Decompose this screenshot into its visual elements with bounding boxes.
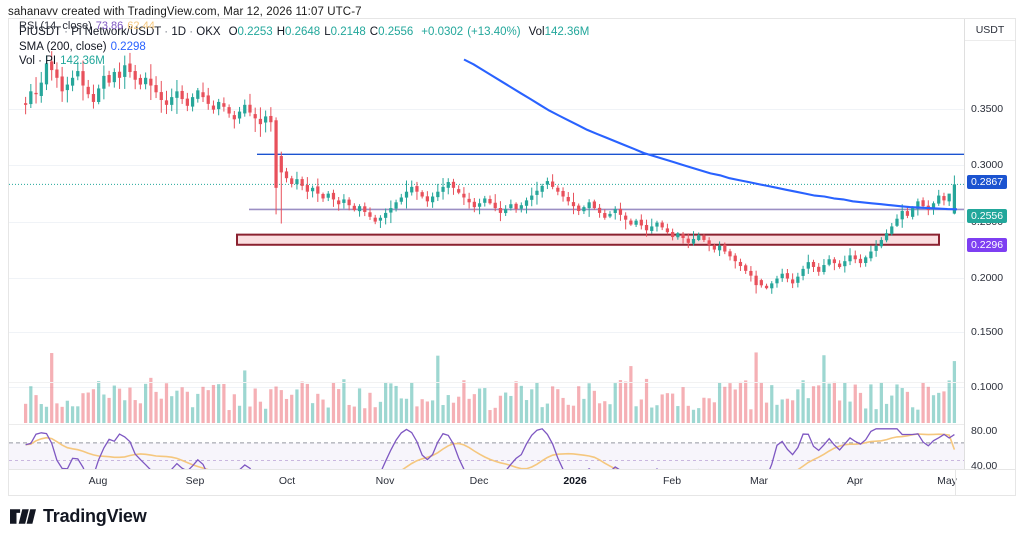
legend-description: Pi Network/USDT: [71, 26, 162, 38]
rsi-legend-label[interactable]: RSI (14, close): [19, 20, 92, 32]
time-tick-label: Feb: [662, 475, 682, 487]
legend-sma-value: 0.2298: [110, 40, 146, 53]
legend-change-pct: (+13.40%): [467, 26, 521, 38]
time-scale[interactable]: Aug Sep Oct Nov Dec 2026 Feb Mar Apr May: [8, 470, 1016, 496]
legend-row-volume: Vol · PI 142.36M: [19, 54, 589, 69]
time-tick-label: Oct: [278, 475, 296, 487]
rsi-tick-label: 80.00: [971, 425, 998, 437]
chart-legend: PIUSDT · Pi Network/USDT · 1D · OKX O0.22…: [19, 25, 589, 69]
legend-symbol[interactable]: PIUSDT: [19, 26, 61, 38]
legend-volume-value: 142.36M: [60, 55, 105, 67]
legend-high-value: 0.2648: [285, 26, 321, 38]
tradingview-logo: TradingView: [10, 506, 147, 527]
legend-interval[interactable]: 1D: [171, 26, 187, 38]
legend-vol-label: Vol: [528, 26, 545, 38]
chart-frame: PIUSDT · Pi Network/USDT · 1D · OKX O0.22…: [8, 18, 1016, 472]
legend-vol-value: 142.36M: [544, 26, 590, 38]
legend-low-label: L: [324, 26, 331, 38]
price-tick-label: 0.1500: [971, 326, 1004, 338]
price-chart-svg: [9, 51, 964, 469]
price-tick-label: 0.3000: [971, 159, 1004, 171]
tradingview-wordmark: TradingView: [43, 506, 147, 526]
tradingview-mark-icon: [10, 509, 36, 524]
price-badge: 0.2296: [967, 238, 1008, 252]
rsi-tick-label: 40.00: [971, 460, 998, 472]
time-tick-label: Aug: [88, 475, 108, 487]
price-plot-area[interactable]: [9, 19, 964, 469]
legend-volume-label[interactable]: Vol · PI: [19, 55, 57, 67]
price-scale[interactable]: USDT 0.35000.30000.25000.20000.15000.100…: [964, 19, 1015, 472]
time-tick-label: Nov: [375, 475, 395, 487]
legend-high-label: H: [276, 26, 286, 38]
price-tick-label: 0.3500: [971, 103, 1004, 115]
legend-exchange: OKX: [196, 26, 221, 38]
legend-close-value: 0.2556: [378, 26, 414, 38]
time-tick-label: Mar: [749, 475, 769, 487]
time-tick-label: Dec: [469, 475, 489, 487]
rsi-legend-value: 73.86: [95, 20, 124, 32]
time-tick-label: Sep: [185, 475, 205, 487]
price-scale-header: USDT: [965, 19, 1015, 41]
currency-label: USDT: [975, 23, 1005, 36]
time-tick-label: May: [937, 475, 957, 487]
price-badge: 0.2867: [967, 175, 1008, 189]
time-tick-label: 2026: [563, 475, 587, 487]
time-tick-label: Apr: [846, 475, 864, 487]
legend-sma-label[interactable]: SMA (200, close): [19, 40, 107, 53]
legend-row-ohlc: PIUSDT · Pi Network/USDT · 1D · OKX O0.22…: [19, 26, 590, 38]
legend-row-sma: SMA (200, close) 0.2298: [19, 40, 589, 55]
legend-open-label: O: [228, 26, 238, 38]
price-tick-label: 0.2000: [971, 272, 1004, 284]
legend-close-label: C: [369, 26, 379, 38]
rsi-legend: RSI (14, close) 73.86 62.44: [19, 20, 155, 32]
attribution-text: sahanavv created with TradingView.com, M…: [8, 6, 362, 18]
time-scale-separator: [955, 470, 956, 496]
legend-change-abs: +0.0302: [421, 26, 464, 38]
legend-open-value: 0.2253: [237, 26, 273, 38]
price-badge: 0.2556: [967, 209, 1008, 223]
price-tick-label: 0.1000: [971, 381, 1004, 393]
rsi-ma-legend-value: 62.44: [127, 20, 155, 32]
legend-low-value: 0.2148: [330, 26, 366, 38]
